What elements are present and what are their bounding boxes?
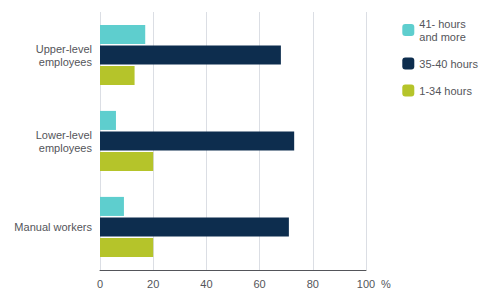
- svg-text:0: 0: [97, 278, 103, 290]
- svg-text:employees: employees: [39, 142, 93, 154]
- svg-text:Lower-level: Lower-level: [36, 129, 92, 141]
- svg-text:60: 60: [253, 278, 265, 290]
- svg-text:35-40 hours: 35-40 hours: [419, 58, 478, 70]
- svg-text:%: %: [381, 278, 391, 290]
- svg-text:40: 40: [200, 278, 212, 290]
- svg-text:41- hours: 41- hours: [419, 18, 466, 30]
- svg-text:1-34 hours: 1-34 hours: [419, 85, 472, 97]
- svg-text:Manual workers: Manual workers: [14, 221, 92, 233]
- svg-text:and more: and more: [419, 31, 465, 43]
- svg-text:80: 80: [307, 278, 319, 290]
- svg-text:employees: employees: [39, 56, 93, 68]
- svg-text:Upper-level: Upper-level: [36, 43, 92, 55]
- svg-text:20: 20: [147, 278, 159, 290]
- svg-text:100: 100: [357, 278, 375, 290]
